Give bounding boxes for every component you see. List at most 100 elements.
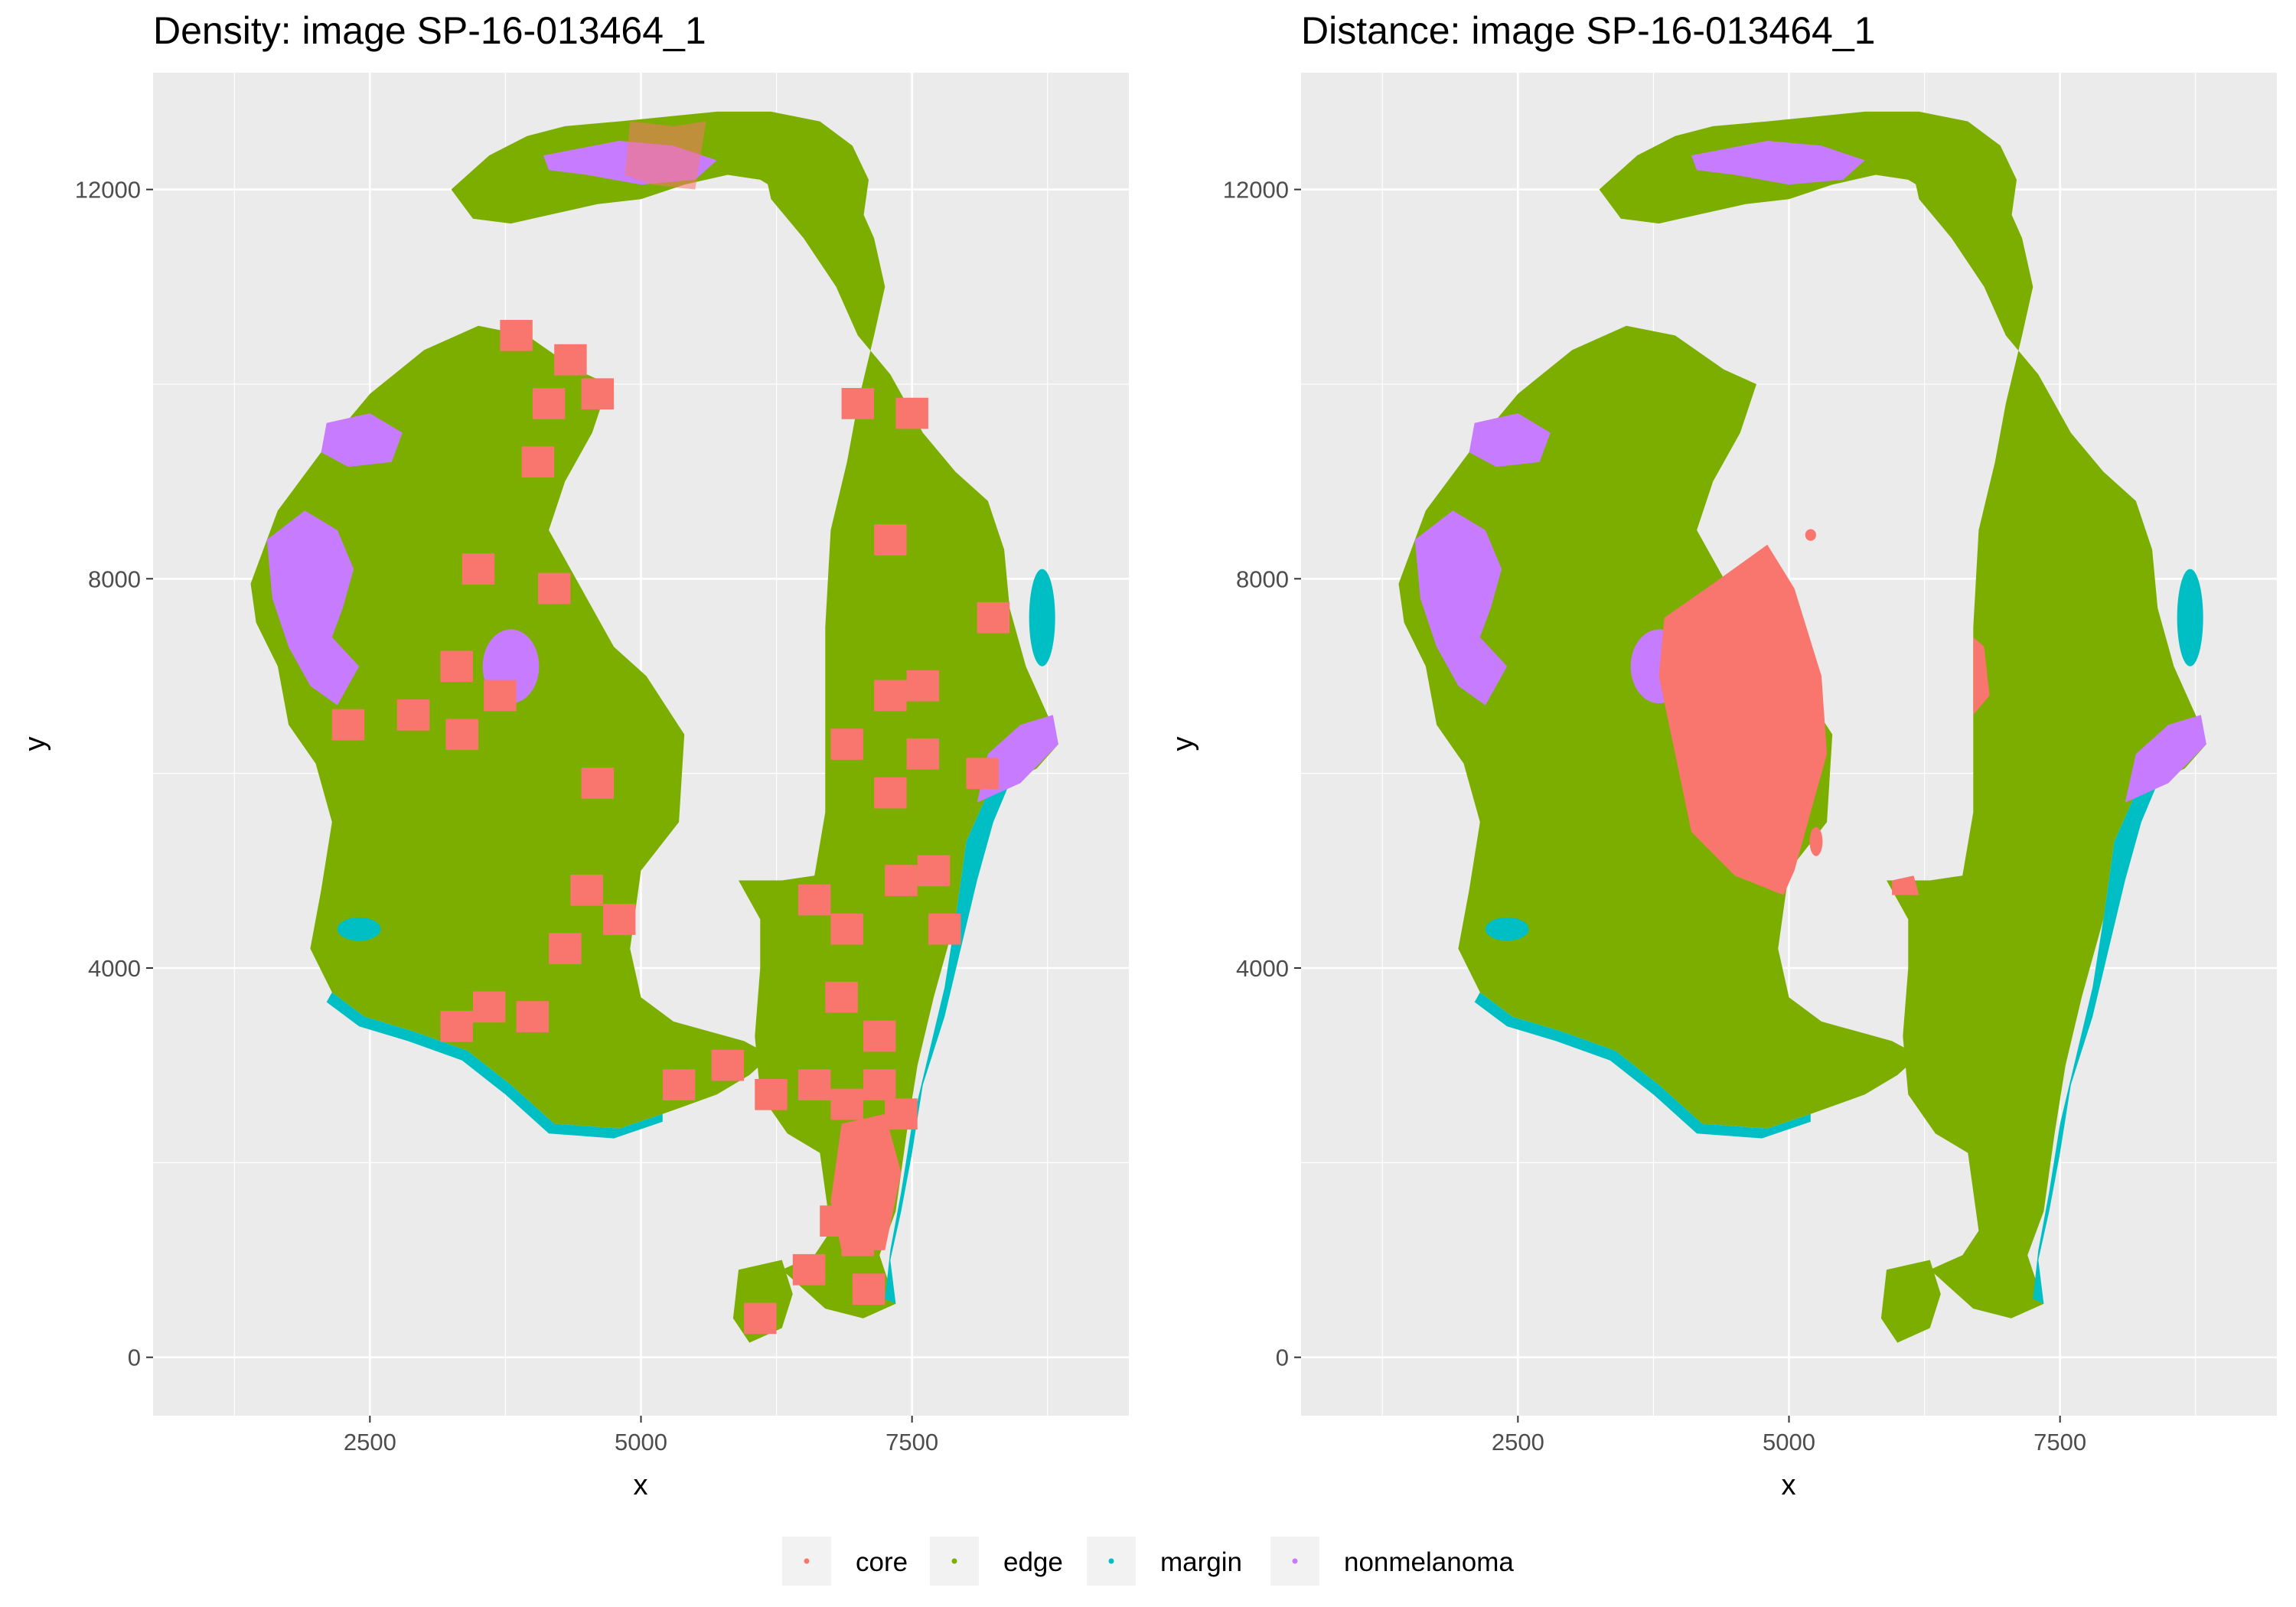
core-patch — [863, 1069, 896, 1100]
core-patch — [852, 1273, 885, 1305]
nonmelanoma-region-left — [1414, 510, 1508, 706]
y-axis-density: 0 4000 8000 12000 — [75, 177, 153, 1371]
core-region-small — [1892, 875, 1919, 895]
legend-swatch-edge — [951, 1558, 957, 1564]
core-patch — [711, 1049, 745, 1081]
x-axis-density: 2500 5000 7500 — [344, 1416, 938, 1455]
core-patch — [521, 446, 555, 478]
core-blob — [1809, 826, 1823, 856]
core-patch — [662, 1069, 696, 1100]
core-patch — [830, 1088, 863, 1120]
legend: core edge margin nonmelanoma — [782, 1537, 1514, 1586]
core-patch — [977, 601, 1010, 634]
x-axis-label-density: x — [634, 1469, 648, 1501]
y-tick-label: 8000 — [88, 566, 141, 592]
core-patch — [966, 758, 999, 789]
core-patch — [885, 865, 918, 896]
legend-label-margin: margin — [1160, 1547, 1242, 1577]
legend-item-nonmelanoma: nonmelanoma — [1270, 1537, 1514, 1586]
core-patch — [928, 913, 961, 945]
chart-title-distance: Distance: image SP-16-013464_1 — [1301, 9, 1875, 52]
core-patch — [537, 572, 571, 605]
tissue-shapes-distance — [1398, 111, 2206, 1343]
edge-region-bottom — [1880, 1260, 1941, 1343]
panel-density: Density: image SP-16-013464_1 0 4000 8000 1… — [19, 9, 1129, 1501]
core-patch — [825, 981, 858, 1013]
core-patch — [602, 904, 636, 935]
y-axis-distance: 0 4000 8000 12000 — [1223, 177, 1301, 1371]
legend-swatch-core — [804, 1558, 810, 1564]
y-tick-label: 8000 — [1236, 566, 1289, 592]
core-patch — [516, 1001, 550, 1032]
core-patch — [440, 1010, 473, 1042]
y-tick-label: 4000 — [88, 955, 141, 982]
core-patch — [885, 1098, 918, 1130]
nonmelanoma-region-upper-left — [321, 413, 403, 468]
core-patch — [906, 738, 940, 770]
chart-title-density: Density: image SP-16-013464_1 — [153, 9, 706, 52]
tissue-shapes-density — [250, 111, 1058, 1343]
core-patch — [461, 553, 495, 585]
x-tick-label: 2500 — [344, 1429, 396, 1455]
legend-label-nonmelanoma: nonmelanoma — [1344, 1547, 1514, 1577]
legend-swatch-nonmelanoma — [1292, 1558, 1298, 1564]
x-tick-label: 2500 — [1492, 1429, 1544, 1455]
nonmelanoma-region-top — [1691, 141, 1865, 185]
margin-region-small — [1485, 917, 1529, 941]
core-patch — [500, 320, 533, 351]
core-patch — [440, 650, 473, 683]
core-region-central — [1658, 544, 1828, 895]
nonmelanoma-region-left — [266, 510, 360, 706]
nonmelanoma-region-upper-left — [1469, 413, 1551, 468]
core-region-edge — [1973, 637, 1990, 715]
legend-label-edge: edge — [1003, 1547, 1063, 1577]
core-patch — [532, 388, 566, 419]
margin-region-small — [337, 917, 381, 941]
core-patch — [830, 729, 863, 760]
core-patch — [874, 680, 907, 712]
core-patch — [792, 1253, 826, 1286]
margin-region-right-edge — [2177, 569, 2203, 667]
core-patch — [396, 699, 430, 731]
y-axis-label-distance: y — [1167, 737, 1199, 751]
y-axis-label-density: y — [19, 737, 51, 751]
edge-region-right-lobe — [739, 145, 1058, 1319]
legend-item-core: core — [782, 1537, 908, 1586]
y-tick-label: 12000 — [75, 177, 141, 204]
core-patch — [841, 388, 875, 419]
y-tick-label: 0 — [128, 1345, 141, 1371]
x-tick-label: 7500 — [2033, 1429, 2086, 1455]
edge-region-left-lobe — [1398, 325, 1919, 1129]
core-patch — [549, 933, 582, 964]
legend-item-edge: edge — [930, 1537, 1063, 1586]
core-patch — [755, 1078, 788, 1110]
core-region-top — [625, 121, 706, 190]
core-patch — [874, 524, 907, 556]
core-patch — [797, 1069, 831, 1100]
core-region-lower — [830, 1113, 902, 1250]
core-patch — [445, 719, 478, 751]
core-patch — [331, 709, 365, 741]
core-patch — [581, 378, 615, 410]
x-tick-label: 7500 — [885, 1429, 938, 1455]
y-tick-label: 0 — [1276, 1345, 1289, 1371]
edge-region-right-lobe — [1887, 145, 2206, 1319]
core-patch — [472, 991, 506, 1023]
panel-distance: Distance: image SP-16-013464_1 0 4000 8000… — [1167, 9, 2277, 1501]
x-tick-label: 5000 — [1763, 1429, 1815, 1455]
legend-label-core: core — [856, 1547, 908, 1577]
core-patch — [906, 670, 940, 702]
core-patch — [554, 344, 587, 376]
core-patch — [830, 913, 863, 945]
nonmelanoma-region-right — [2125, 715, 2206, 803]
x-axis-label-distance: x — [1782, 1469, 1796, 1501]
y-tick-label: 12000 — [1223, 177, 1289, 204]
core-patch — [570, 874, 603, 906]
x-axis-distance: 2500 5000 7500 — [1492, 1416, 2086, 1455]
margin-region-right-edge — [1029, 569, 1055, 667]
legend-swatch-margin — [1108, 1558, 1114, 1564]
core-patch — [797, 884, 831, 916]
core-patch — [484, 680, 517, 712]
core-patch — [917, 855, 951, 887]
